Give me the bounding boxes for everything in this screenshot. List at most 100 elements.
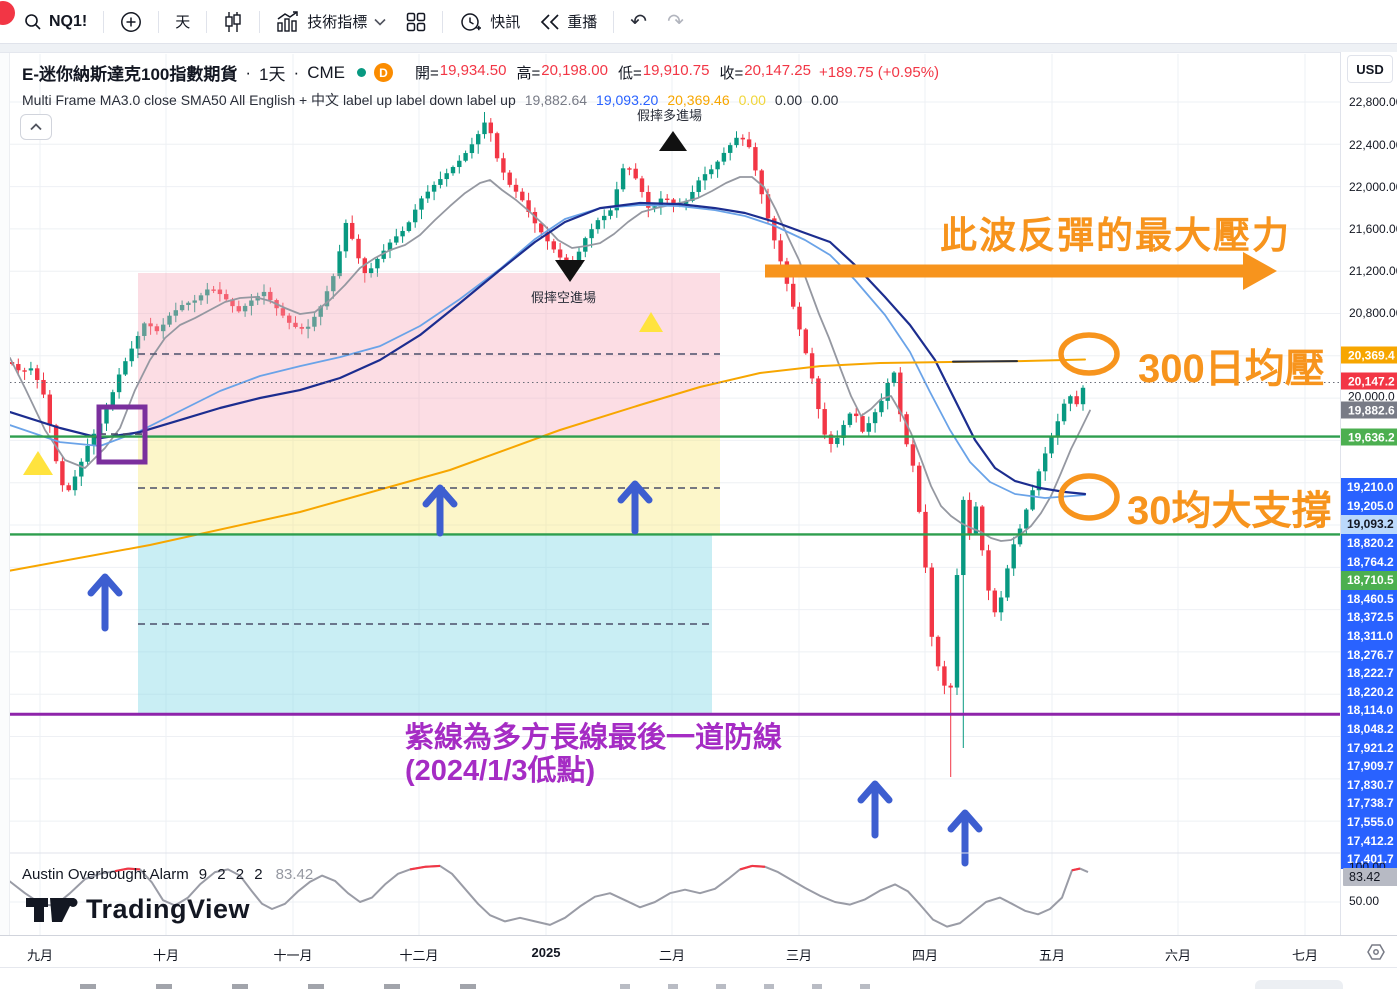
orange-circle-annotation[interactable]: [1058, 473, 1120, 521]
black-up-triangle-marker[interactable]: [659, 131, 687, 151]
candle-body: [507, 172, 512, 185]
orange-circle-annotation[interactable]: [1058, 332, 1120, 376]
yellow-triangle-marker[interactable]: [639, 312, 663, 332]
oscillator-legend-row[interactable]: Austin Overbought Alarm 9 2 2 2 83.42: [22, 866, 313, 883]
blue-up-arrow[interactable]: [947, 809, 983, 867]
candle-body: [1074, 396, 1079, 405]
alert-level-label[interactable]: 17,412.2: [1341, 831, 1397, 850]
indicator-values: 19,882.64 19,093.20 20,369.46 0.00 0.00 0.00: [525, 92, 839, 108]
blue-up-arrow[interactable]: [617, 480, 653, 535]
alert-level-label[interactable]: 17,909.7: [1341, 757, 1397, 776]
annotation-ma300-text[interactable]: 300日均壓: [1138, 347, 1325, 391]
alert-level-label[interactable]: 17,738.7: [1341, 794, 1397, 813]
blue-up-arrow[interactable]: [857, 780, 893, 839]
candle-body: [595, 220, 601, 230]
alert-level-label[interactable]: 18,710.5: [1341, 571, 1397, 590]
purple-highlight-rect[interactable]: [96, 404, 148, 465]
replay-button[interactable]: 重播: [530, 5, 607, 39]
price-tick-label: 21,600.00: [1349, 222, 1397, 236]
candle-body: [891, 372, 897, 383]
candle-body: [696, 180, 701, 192]
candle-body: [986, 550, 991, 591]
alert-level-label[interactable]: 17,401.7: [1341, 850, 1397, 869]
candle-body: [602, 215, 607, 221]
alert-level-label[interactable]: 17,555.0: [1341, 812, 1397, 832]
indicator-legend-row[interactable]: Multi Frame MA3.0 close SMA50 All Englis…: [22, 90, 838, 110]
plus-circle-icon: [120, 11, 142, 33]
price-tick-label: 22,400.00: [1349, 138, 1397, 152]
annotation-ma30-text[interactable]: 30均大支撐: [1127, 489, 1332, 533]
candle-body: [161, 324, 166, 332]
chart-canvas[interactable]: [0, 0, 1340, 935]
symbol-description[interactable]: E-迷你納斯達克100指數期貨: [22, 65, 238, 84]
symbol-interval[interactable]: 1天: [259, 65, 286, 84]
blue-up-arrow[interactable]: [87, 573, 123, 632]
alert-level-label[interactable]: 19,210.0: [1341, 478, 1397, 497]
alert-level-label[interactable]: 19,205.0: [1341, 496, 1397, 516]
alert-level-label[interactable]: 17,830.7: [1341, 775, 1397, 795]
layout-grid-button[interactable]: [396, 5, 436, 39]
alert-level-label[interactable]: 18,220.2: [1341, 682, 1397, 702]
compare-add-button[interactable]: [110, 5, 152, 39]
alert-button[interactable]: 快訊: [449, 5, 530, 39]
candle-body: [299, 326, 304, 329]
alert-level-label[interactable]: 17,921.2: [1341, 738, 1397, 757]
chart-style-button[interactable]: [213, 5, 253, 39]
ohlc-field-value: 19,910.75: [642, 62, 710, 79]
annotation-purple-defense-text[interactable]: 紫線為多方長線最後一道防線 (2024/1/3低點): [405, 722, 782, 788]
time-axis-label: 五月: [1038, 948, 1066, 963]
alert-level-label[interactable]: 18,764.2: [1341, 552, 1397, 571]
candle-body: [998, 597, 1004, 613]
alert-level-label[interactable]: 18,222.7: [1341, 664, 1397, 683]
time-axis-label: 十月: [152, 948, 180, 963]
time-axis[interactable]: 九月 十月 十一月 十二月 2025 二月 三月 四月 五月 六月 七月: [0, 935, 1397, 968]
alert-level-label[interactable]: 18,820.2: [1341, 533, 1397, 553]
candle-body: [431, 184, 437, 192]
alert-level-label[interactable]: 18,276.7: [1341, 645, 1397, 664]
oscillator-name[interactable]: Austin Overbought Alarm: [22, 866, 189, 883]
redo-button[interactable]: ↷: [657, 5, 694, 39]
indicator-title[interactable]: Multi Frame MA3.0 close SMA50 All Englis…: [22, 92, 516, 108]
candle-body: [620, 168, 626, 190]
alert-level-label[interactable]: 18,048.2: [1341, 719, 1397, 739]
toolbar-divider: [442, 10, 444, 33]
alert-level-label[interactable]: 19,093.2: [1341, 515, 1397, 534]
blue-up-arrow[interactable]: [422, 484, 458, 537]
alert-level-label[interactable]: 18,114.0: [1341, 701, 1397, 720]
price-axis[interactable]: USD 22,800.00 22,400.00 22,000.00 21,600.00…: [1340, 52, 1397, 935]
candle-body: [520, 191, 525, 201]
candle-body: [413, 209, 418, 223]
candle-body: [35, 368, 40, 380]
currency-button[interactable]: USD: [1347, 55, 1393, 83]
annotation-fake-long-label[interactable]: 假摔多進場: [637, 108, 703, 123]
indicator-value: 19,093.20: [596, 92, 659, 108]
indicators-button[interactable]: 技術指標: [266, 5, 396, 39]
ma-mid-lightblue: [9, 204, 1086, 499]
arrow-head: [422, 484, 458, 508]
yellow-zone: [138, 436, 720, 535]
alert-level-label[interactable]: 18,372.5: [1341, 608, 1397, 627]
candle-body: [740, 137, 745, 140]
ohlc-field-value: 20,147.25: [744, 62, 811, 79]
collapse-pane-button[interactable]: [20, 114, 52, 140]
candle-body: [356, 238, 361, 259]
notification-dot: [0, 1, 15, 25]
candle-body: [41, 379, 46, 395]
undo-button[interactable]: ↶: [620, 5, 657, 39]
alert-level-label[interactable]: 18,311.0: [1341, 626, 1397, 646]
annotation-pressure-text[interactable]: 此波反彈的最大壓力: [940, 215, 1291, 256]
annotation-fake-short-label[interactable]: 假摔空進場: [531, 290, 597, 305]
candle-body: [476, 134, 481, 145]
yellow-triangle-marker[interactable]: [23, 451, 53, 475]
oscillator-overbought-segment: [424, 864, 441, 868]
candle-body: [904, 414, 909, 445]
chevron-down-icon: [374, 18, 386, 26]
black-down-triangle-marker[interactable]: [555, 260, 585, 282]
oscillator-overbought-segment: [409, 865, 426, 871]
timezone-settings-icon[interactable]: [1366, 942, 1386, 967]
interval-button[interactable]: 天: [165, 5, 200, 39]
alert-level-label[interactable]: 18,460.5: [1341, 589, 1397, 609]
price-badge-label: 20,147.2: [1341, 372, 1397, 390]
data-mode-badge[interactable]: D: [373, 63, 393, 82]
symbol-search-button[interactable]: NQ1!: [14, 5, 97, 39]
